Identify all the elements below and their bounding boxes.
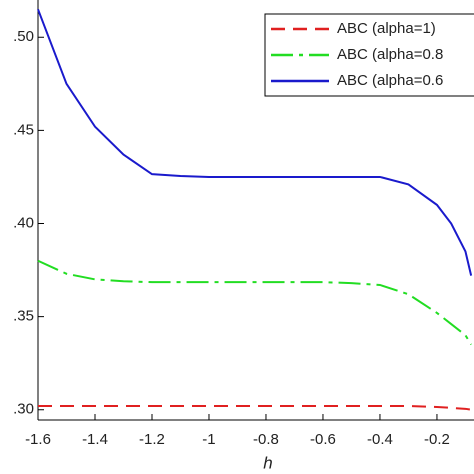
x-tick-label: -1.6 — [25, 431, 51, 448]
y-tick-label: .40 — [13, 214, 34, 231]
y-tick-label: .45 — [13, 121, 34, 138]
x-tick-label: -0.6 — [310, 431, 336, 448]
legend-label: ABC (alpha=0.6 — [337, 72, 443, 89]
x-tick-label: -0.8 — [253, 431, 279, 448]
y-tick-label: .30 — [13, 401, 34, 418]
x-tick-label: -0.2 — [424, 431, 450, 448]
x-tick-label: -0.4 — [367, 431, 393, 448]
legend-label: ABC (alpha=1) — [337, 20, 436, 37]
series-line — [37, 8, 473, 276]
y-tick-label: .35 — [13, 308, 34, 325]
x-tick-label: -1.4 — [82, 431, 108, 448]
series-line — [38, 405, 472, 411]
x-axis-label: h — [263, 453, 272, 472]
x-tick-label: -1 — [202, 431, 215, 448]
x-tick-label: -1.2 — [139, 431, 165, 448]
legend-label: ABC (alpha=0.8 — [337, 46, 443, 63]
series-line — [37, 259, 473, 346]
y-tick-label: .50 — [13, 28, 34, 45]
